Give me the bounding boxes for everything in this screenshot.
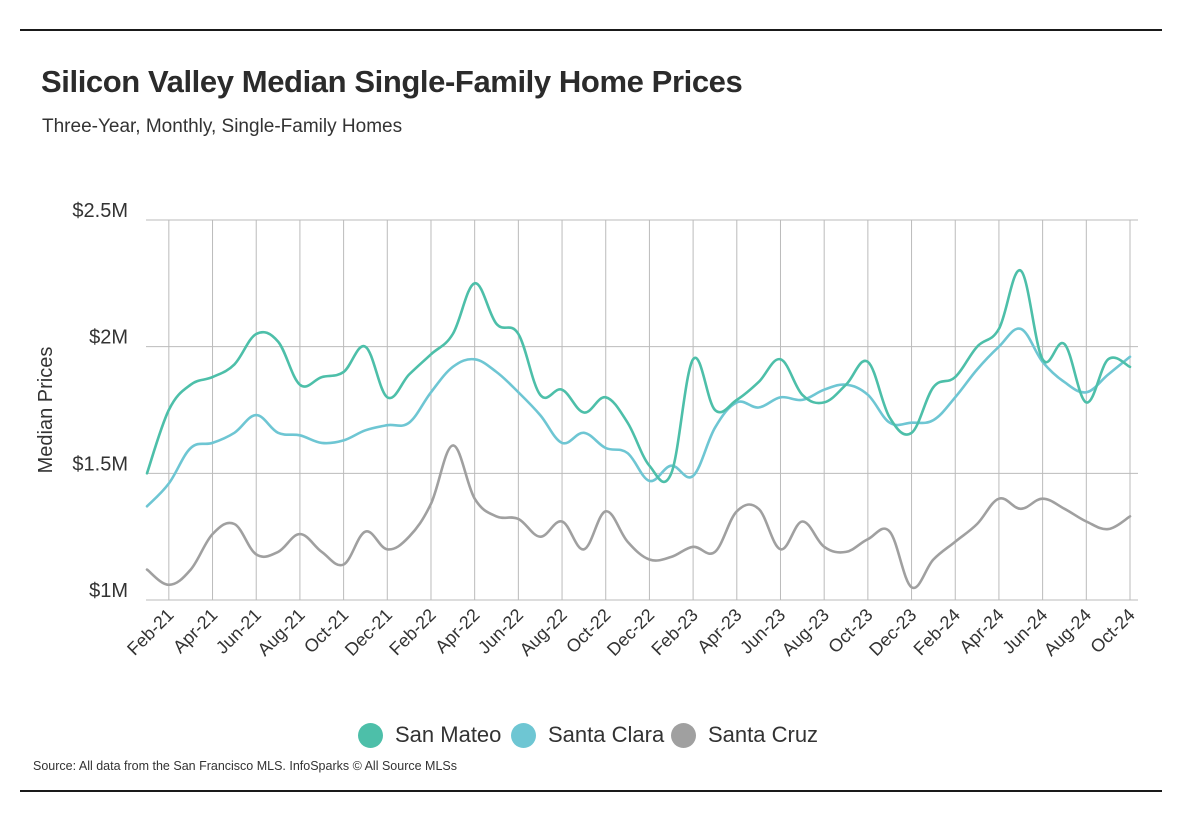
bottom-rule bbox=[20, 790, 1162, 792]
legend-label-santa-cruz: Santa Cruz bbox=[708, 722, 819, 747]
series-line-san-mateo bbox=[145, 269, 1132, 484]
legend-item-santa-clara: Santa Clara bbox=[511, 718, 664, 752]
y-tick-label: $1M bbox=[89, 580, 128, 602]
x-tick-label: Feb-23 bbox=[647, 605, 701, 659]
legend-item-santa-cruz: Santa Cruz bbox=[671, 718, 818, 752]
x-tick-label: Aug-21 bbox=[254, 605, 309, 660]
x-tick-label: Apr-21 bbox=[169, 605, 221, 657]
y-tick-label: $2M bbox=[89, 327, 128, 349]
line-chart: $1M $1.5M $2M $2.5M Feb-21Apr-21Jun-21Aug-2… bbox=[35, 200, 1139, 660]
series-lines bbox=[145, 269, 1132, 590]
top-rule bbox=[20, 29, 1162, 31]
x-tick-label: Apr-24 bbox=[955, 605, 1007, 657]
x-tick-label: Apr-23 bbox=[693, 605, 745, 657]
y-tick-label: $2.5M bbox=[72, 200, 128, 222]
legend-label-santa-clara: Santa Clara bbox=[548, 722, 665, 747]
source-note: Source: All data from the San Francisco … bbox=[33, 759, 457, 773]
x-tick-label: Aug-23 bbox=[778, 605, 833, 660]
x-tick-label: Dec-23 bbox=[865, 605, 920, 660]
x-tick-label: Apr-22 bbox=[431, 605, 483, 657]
legend-swatch-santa-clara bbox=[511, 722, 536, 748]
chart-title: Silicon Valley Median Single-Family Home… bbox=[41, 64, 743, 99]
legend-swatch-san-mateo bbox=[358, 722, 383, 748]
chart-subtitle: Three-Year, Monthly, Single-Family Homes bbox=[42, 116, 403, 137]
series-line-santa-clara bbox=[145, 327, 1132, 508]
y-axis-label: Median Prices bbox=[35, 347, 57, 474]
legend-swatch-santa-cruz bbox=[671, 722, 696, 748]
x-tick-label: Feb-24 bbox=[910, 605, 964, 659]
x-tick-label: Oct-24 bbox=[1086, 605, 1138, 657]
grid bbox=[146, 219, 1138, 601]
x-tick-label: Dec-21 bbox=[341, 605, 396, 660]
x-axis: Feb-21Apr-21Jun-21Aug-21Oct-21Dec-21Feb-… bbox=[123, 605, 1139, 660]
series-line-santa-cruz bbox=[145, 444, 1132, 590]
y-axis: $1M $1.5M $2M $2.5M bbox=[72, 200, 128, 602]
x-tick-label: Dec-22 bbox=[603, 605, 658, 660]
x-tick-label: Aug-24 bbox=[1040, 605, 1095, 660]
legend: San Mateo Santa Clara Santa Cruz bbox=[0, 718, 1182, 752]
x-tick-label: Feb-21 bbox=[123, 605, 177, 659]
x-tick-label: Feb-22 bbox=[385, 605, 439, 659]
legend-item-san-mateo: San Mateo bbox=[358, 718, 501, 752]
x-tick-label: Aug-22 bbox=[516, 605, 571, 660]
y-tick-label: $1.5M bbox=[72, 453, 128, 475]
legend-label-san-mateo: San Mateo bbox=[395, 722, 502, 747]
